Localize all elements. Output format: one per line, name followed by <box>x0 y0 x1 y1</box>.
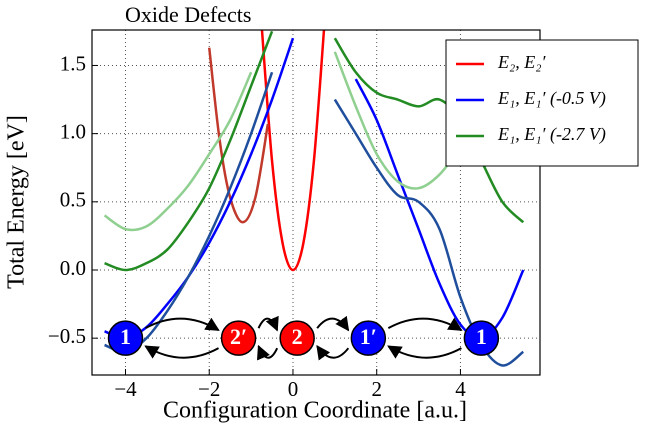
transition-arrow <box>387 345 462 359</box>
transition-arrow <box>257 344 279 361</box>
states: 1 2′ 2 1′ 1 <box>107 315 500 361</box>
state-label: 2′ <box>230 324 247 349</box>
x-tick-label: −2 <box>198 377 220 401</box>
y-axis-label: Total Energy [eV] <box>4 115 30 289</box>
transition-arrow <box>257 315 279 332</box>
x-axis-label: Configuration Coordinate [a.u.] <box>163 398 467 424</box>
y-tick-label: −0.5 <box>48 324 86 348</box>
transition-arrow <box>144 345 220 359</box>
chart-title: Oxide Defects <box>125 2 251 27</box>
y-tick-label: 0.5 <box>60 188 86 212</box>
y-tick-label: 0.0 <box>60 256 86 280</box>
x-tick-label: 4 <box>455 377 466 401</box>
legend-box <box>445 39 639 167</box>
y-tick-label: 1.5 <box>60 51 86 75</box>
state-node <box>350 320 387 356</box>
state-label: 2 <box>292 324 303 349</box>
state-node <box>279 320 315 356</box>
state-node <box>220 320 257 356</box>
curve <box>260 30 326 272</box>
x-tick-label: 2 <box>371 377 382 401</box>
state-label: 1′ <box>360 324 377 349</box>
transition-arrow <box>387 317 463 332</box>
transition-arrow <box>316 315 350 332</box>
transition-arrow <box>316 345 350 361</box>
curve <box>104 30 525 272</box>
axes: −4 −2 0 2 4 −0.5 0.0 0.5 1.0 1.5 <box>48 51 466 401</box>
state-label: 1 <box>476 324 487 349</box>
legend-label: E₂, E₂′ <box>497 52 547 72</box>
legend-label: E₁, E₁′ (-0.5 V) <box>497 88 606 109</box>
y-tick-label: 1.0 <box>60 119 86 143</box>
transition-arrow <box>145 317 220 332</box>
grid <box>92 30 540 375</box>
plot-frame <box>91 29 541 376</box>
legend: E₂, E₂′ E₁, E₁′ (-0.5 V) E₁, E₁′ (-2.7 V) <box>445 39 639 167</box>
x-tick-label: 0 <box>288 377 299 401</box>
state-label: 1 <box>120 324 131 349</box>
curve <box>207 47 270 224</box>
state-node <box>107 320 144 356</box>
state-node <box>463 320 500 356</box>
x-tick-label: −4 <box>114 377 137 401</box>
legend-label: E₁, E₁′ (-2.7 V) <box>497 124 606 145</box>
